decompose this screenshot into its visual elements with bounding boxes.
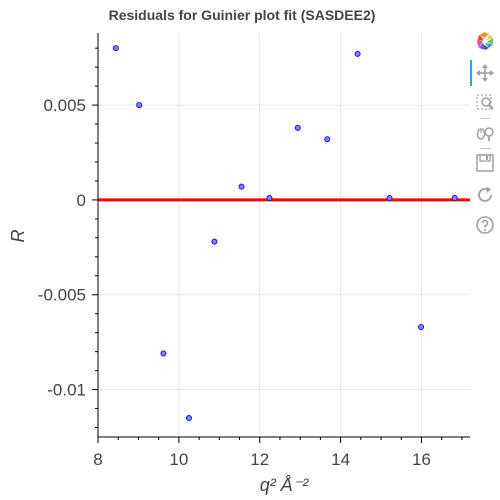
chart-title: Residuals for Guinier plot fit (SASDEE2)	[109, 7, 376, 23]
data-point	[137, 102, 142, 107]
x-tick-label: 16	[412, 450, 431, 469]
data-point	[418, 324, 423, 329]
data-point	[239, 184, 244, 189]
x-tick-label: 8	[93, 450, 102, 469]
pan-icon[interactable]	[474, 62, 496, 84]
data-point	[267, 195, 272, 200]
x-tick-label: 12	[250, 450, 269, 469]
data-point	[355, 51, 360, 56]
data-point	[295, 125, 300, 130]
y-tick-label: -0.005	[38, 286, 86, 305]
data-point	[212, 239, 217, 244]
active-tool-indicator	[470, 60, 472, 86]
box-zoom-icon[interactable]	[474, 92, 496, 114]
data-point	[452, 195, 457, 200]
plot-frame	[98, 33, 470, 437]
y-axis: 0.005 0 -0.005 -0.01	[38, 33, 98, 437]
reset-icon[interactable]	[474, 184, 496, 206]
save-icon[interactable]	[474, 152, 496, 174]
toolbar-separator	[480, 148, 490, 149]
data-point	[387, 195, 392, 200]
data-point	[113, 46, 118, 51]
x-axis-label: q² Å⁻²	[260, 475, 310, 495]
data-point	[325, 137, 330, 142]
x-tick-label: 14	[331, 450, 350, 469]
data-point	[186, 415, 191, 420]
bokeh-logo-icon[interactable]	[474, 30, 496, 52]
y-axis-label: R	[8, 230, 28, 243]
wheel-zoom-icon[interactable]	[474, 122, 496, 144]
y-tick-label: 0	[77, 191, 86, 210]
data-point	[161, 351, 166, 356]
y-tick-label: 0.005	[43, 96, 86, 115]
help-icon[interactable]	[474, 214, 496, 236]
x-axis: 8 10 12 14 16	[93, 437, 470, 469]
toolbar-separator	[480, 118, 490, 119]
x-tick-label: 10	[169, 450, 188, 469]
y-tick-label: -0.01	[47, 381, 86, 400]
